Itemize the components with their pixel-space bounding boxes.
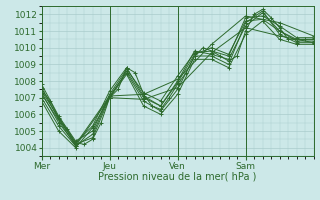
X-axis label: Pression niveau de la mer( hPa ): Pression niveau de la mer( hPa ) bbox=[99, 172, 257, 182]
